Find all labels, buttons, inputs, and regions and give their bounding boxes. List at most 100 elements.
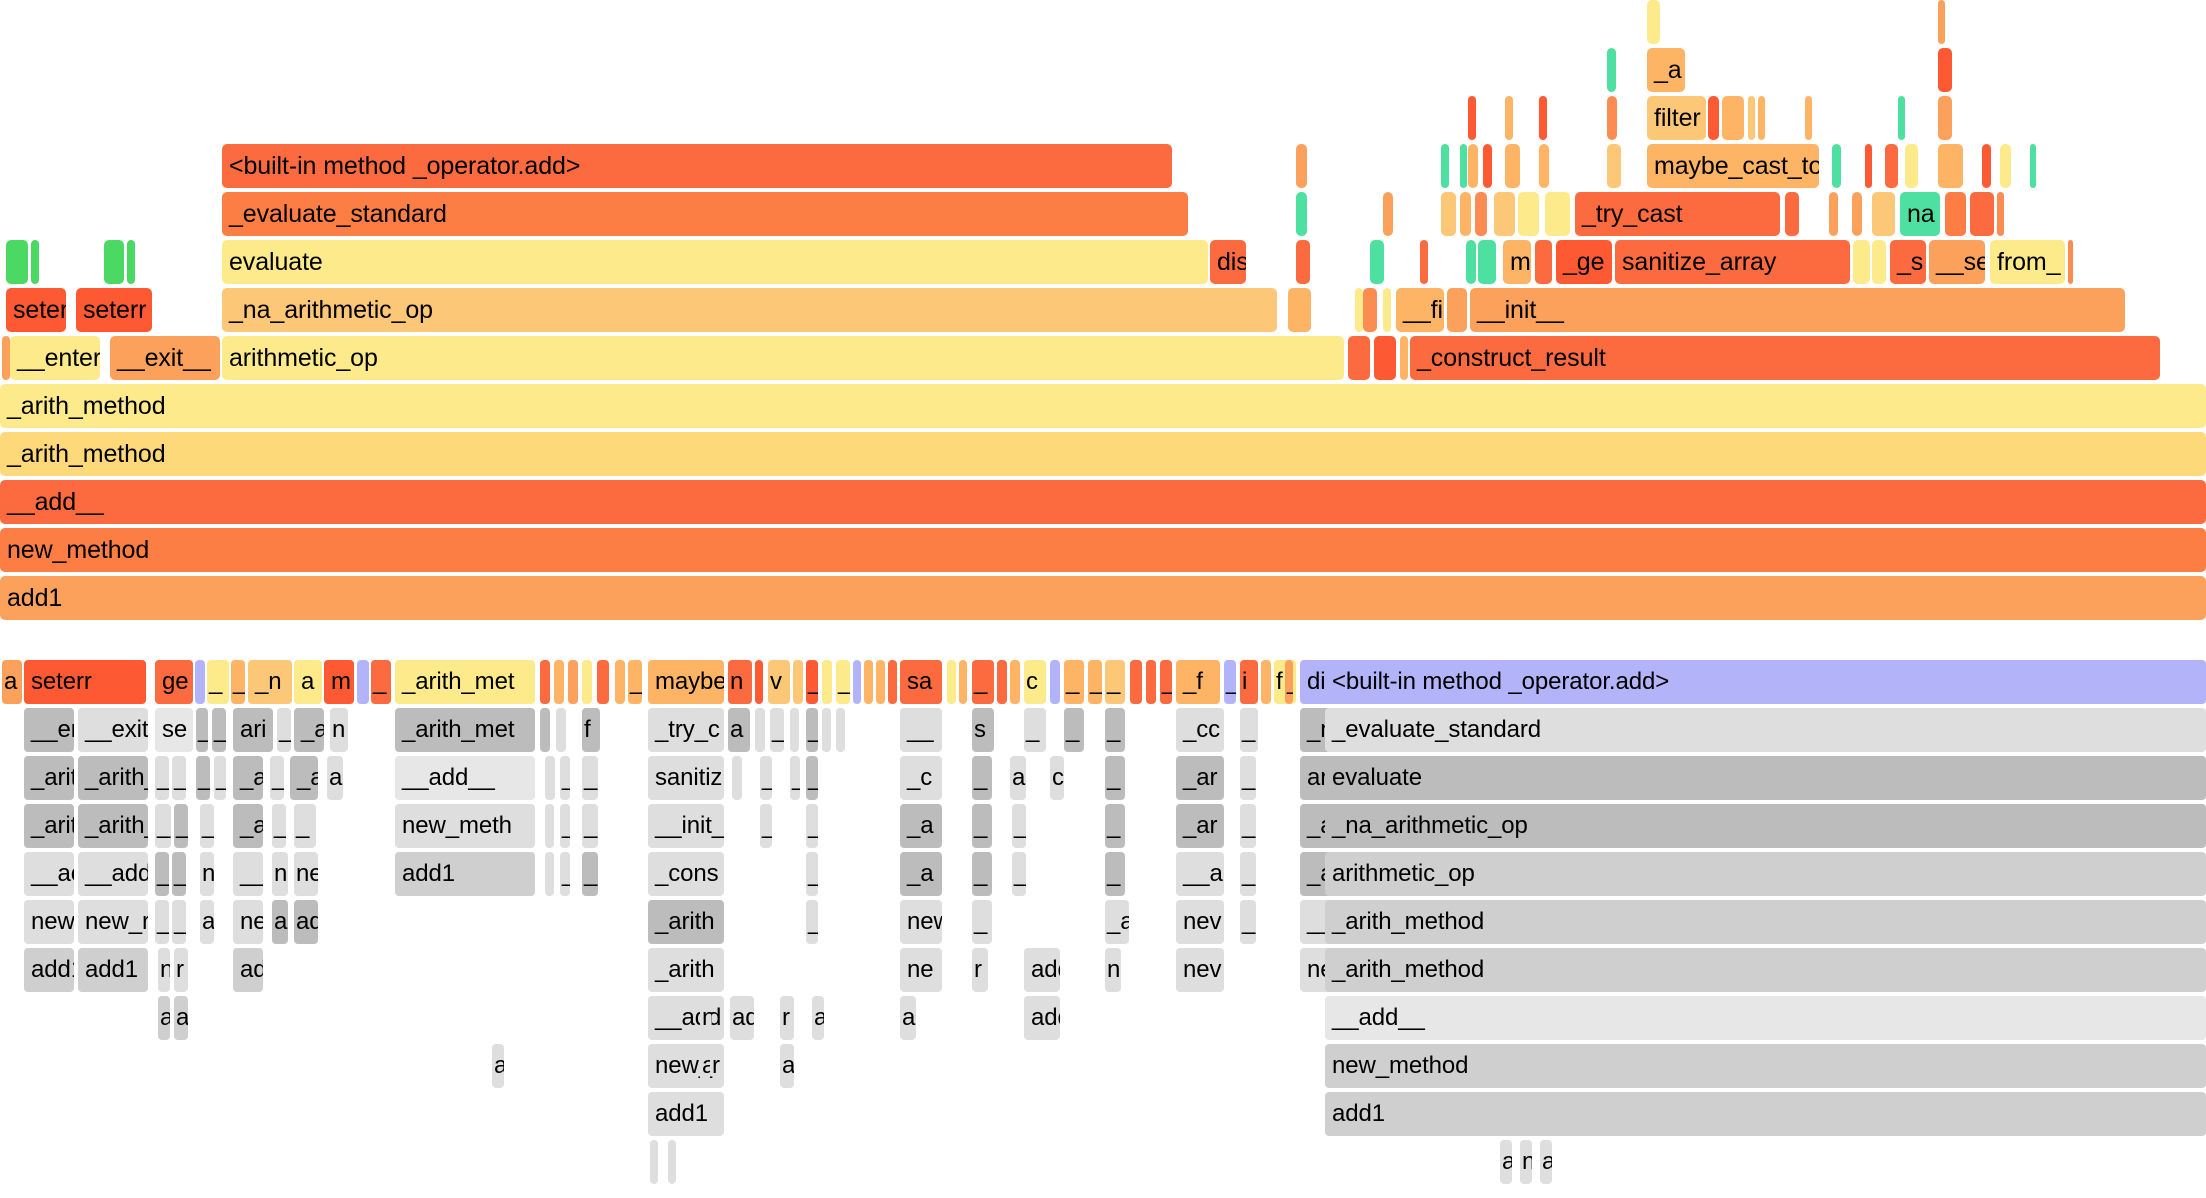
flame-frame[interactable]	[1460, 144, 1467, 188]
flame-frame[interactable]	[597, 660, 609, 704]
flame-frame[interactable]: _	[760, 756, 772, 800]
flame-frame[interactable]: <built-in method _operator.add>	[1325, 660, 2206, 704]
flame-frame[interactable]: _c	[900, 756, 942, 800]
flame-frame[interactable]: _	[770, 708, 784, 752]
flame-frame[interactable]: add1	[1325, 1092, 2206, 1136]
flame-frame[interactable]: ne	[900, 948, 942, 992]
flame-frame[interactable]: _arith_method	[0, 384, 2206, 428]
flame-frame[interactable]	[793, 660, 803, 704]
flame-frame[interactable]: __en	[24, 708, 74, 752]
flame-frame[interactable]: s	[1872, 192, 1895, 236]
flame-frame[interactable]: _	[294, 804, 316, 848]
flame-frame[interactable]	[1829, 192, 1838, 236]
flame-frame[interactable]	[2, 336, 10, 380]
flame-frame[interactable]: nev	[1176, 948, 1224, 992]
flame-frame[interactable]	[127, 240, 135, 284]
flame-frame[interactable]: a	[272, 900, 288, 944]
flame-frame[interactable]	[1832, 144, 1841, 188]
flame-frame[interactable]: a	[780, 1044, 794, 1088]
flame-frame[interactable]: _a	[233, 804, 263, 848]
flame-frame[interactable]: _arith_	[78, 756, 148, 800]
flame-frame[interactable]: _	[1494, 192, 1515, 236]
flame-frame[interactable]: _s	[1890, 240, 1926, 284]
flame-frame[interactable]: new_r	[648, 1044, 724, 1088]
flame-frame[interactable]: _	[806, 660, 818, 704]
flame-frame[interactable]	[2000, 144, 2011, 188]
flame-frame[interactable]: a	[174, 996, 188, 1040]
flame-frame[interactable]: _	[1872, 240, 1886, 284]
flame-frame[interactable]: a	[900, 996, 916, 1040]
flame-frame[interactable]	[864, 660, 873, 704]
flame-frame[interactable]: sanitize_array	[1615, 240, 1850, 284]
flame-frame[interactable]: s	[1288, 288, 1311, 332]
flame-frame[interactable]	[888, 660, 897, 704]
flame-frame[interactable]	[582, 660, 592, 704]
flame-frame[interactable]: __enter_	[10, 336, 100, 380]
flame-frame[interactable]: sanitiz	[648, 756, 724, 800]
flame-frame[interactable]: _	[582, 756, 598, 800]
flame-frame[interactable]	[1758, 96, 1765, 140]
flame-frame[interactable]: _	[214, 756, 226, 800]
flame-frame[interactable]: _try_c	[648, 708, 724, 752]
flame-frame[interactable]	[1441, 144, 1449, 188]
flame-frame[interactable]: _	[560, 852, 570, 896]
flame-frame[interactable]	[790, 708, 799, 752]
flame-frame[interactable]: _	[1853, 240, 1870, 284]
flame-frame[interactable]	[1130, 660, 1142, 704]
flame-frame[interactable]	[1708, 96, 1719, 140]
flame-frame[interactable]: evaluate	[222, 240, 1208, 284]
flame-frame[interactable]	[1938, 96, 1952, 140]
flame-frame[interactable]	[876, 660, 885, 704]
flame-frame[interactable]: filter	[1647, 96, 1706, 140]
flame-frame[interactable]: ge	[155, 660, 193, 704]
flame-frame[interactable]	[650, 1140, 658, 1184]
flame-frame[interactable]	[1535, 240, 1552, 284]
flame-frame[interactable]: _	[1240, 756, 1256, 800]
flame-frame[interactable]: new_r	[78, 900, 148, 944]
flame-frame[interactable]: _	[155, 852, 169, 896]
flame-frame[interactable]: a	[2, 660, 22, 704]
flame-frame[interactable]: new_method	[1325, 1044, 2206, 1088]
flame-frame[interactable]	[554, 660, 564, 704]
flame-frame[interactable]: add1	[78, 948, 148, 992]
flame-frame[interactable]: _na_arithmetic_op	[1325, 804, 2206, 848]
flame-frame[interactable]: disp	[1210, 240, 1246, 284]
flame-frame[interactable]: _	[1088, 660, 1102, 704]
flame-frame[interactable]	[1607, 96, 1617, 140]
flame-frame[interactable]	[1898, 96, 1905, 140]
flame-frame[interactable]: seterr	[24, 660, 146, 704]
flame-frame[interactable]: _	[155, 756, 169, 800]
flame-frame[interactable]: arithmetic_op	[1325, 852, 2206, 896]
flame-frame[interactable]: _	[806, 756, 818, 800]
flame-frame[interactable]: _	[270, 756, 284, 800]
flamegraph-bottom[interactable]: aseterrge___nam__arith_met_maybenv__sa_c…	[0, 660, 2206, 1198]
flame-frame[interactable]: _	[1012, 852, 1026, 896]
flame-frame[interactable]: _cc	[1176, 708, 1224, 752]
flame-frame[interactable]: _	[155, 804, 171, 848]
flame-frame[interactable]: _	[200, 804, 214, 848]
flame-frame[interactable]: m	[324, 660, 354, 704]
flame-frame[interactable]	[1982, 144, 1991, 188]
flame-frame[interactable]: _ar	[1176, 804, 1224, 848]
flame-frame[interactable]	[853, 660, 861, 704]
flame-frame[interactable]: add1	[395, 852, 535, 896]
flame-frame[interactable]: a	[327, 756, 343, 800]
flame-frame[interactable]: _	[1722, 96, 1744, 140]
flame-frame[interactable]	[1539, 144, 1549, 188]
flame-frame[interactable]: r	[972, 948, 988, 992]
flame-frame[interactable]: __init__	[1470, 288, 2125, 332]
flame-frame[interactable]: add	[1024, 996, 1060, 1040]
flame-frame[interactable]: _	[1447, 288, 1467, 332]
flame-frame[interactable]: c	[1050, 756, 1064, 800]
flame-frame[interactable]: _arith_met	[395, 708, 535, 752]
flame-frame[interactable]: a	[700, 1044, 710, 1088]
flame-frame[interactable]: _	[972, 804, 992, 848]
flame-frame[interactable]: c	[1024, 660, 1046, 704]
flame-frame[interactable]: a	[200, 900, 214, 944]
flame-frame[interactable]: _	[582, 852, 598, 896]
flame-frame[interactable]: ad	[730, 996, 754, 1040]
flame-frame[interactable]	[1748, 96, 1755, 140]
flame-frame[interactable]: add1	[648, 1092, 724, 1136]
flame-frame[interactable]: seterr	[6, 288, 66, 332]
